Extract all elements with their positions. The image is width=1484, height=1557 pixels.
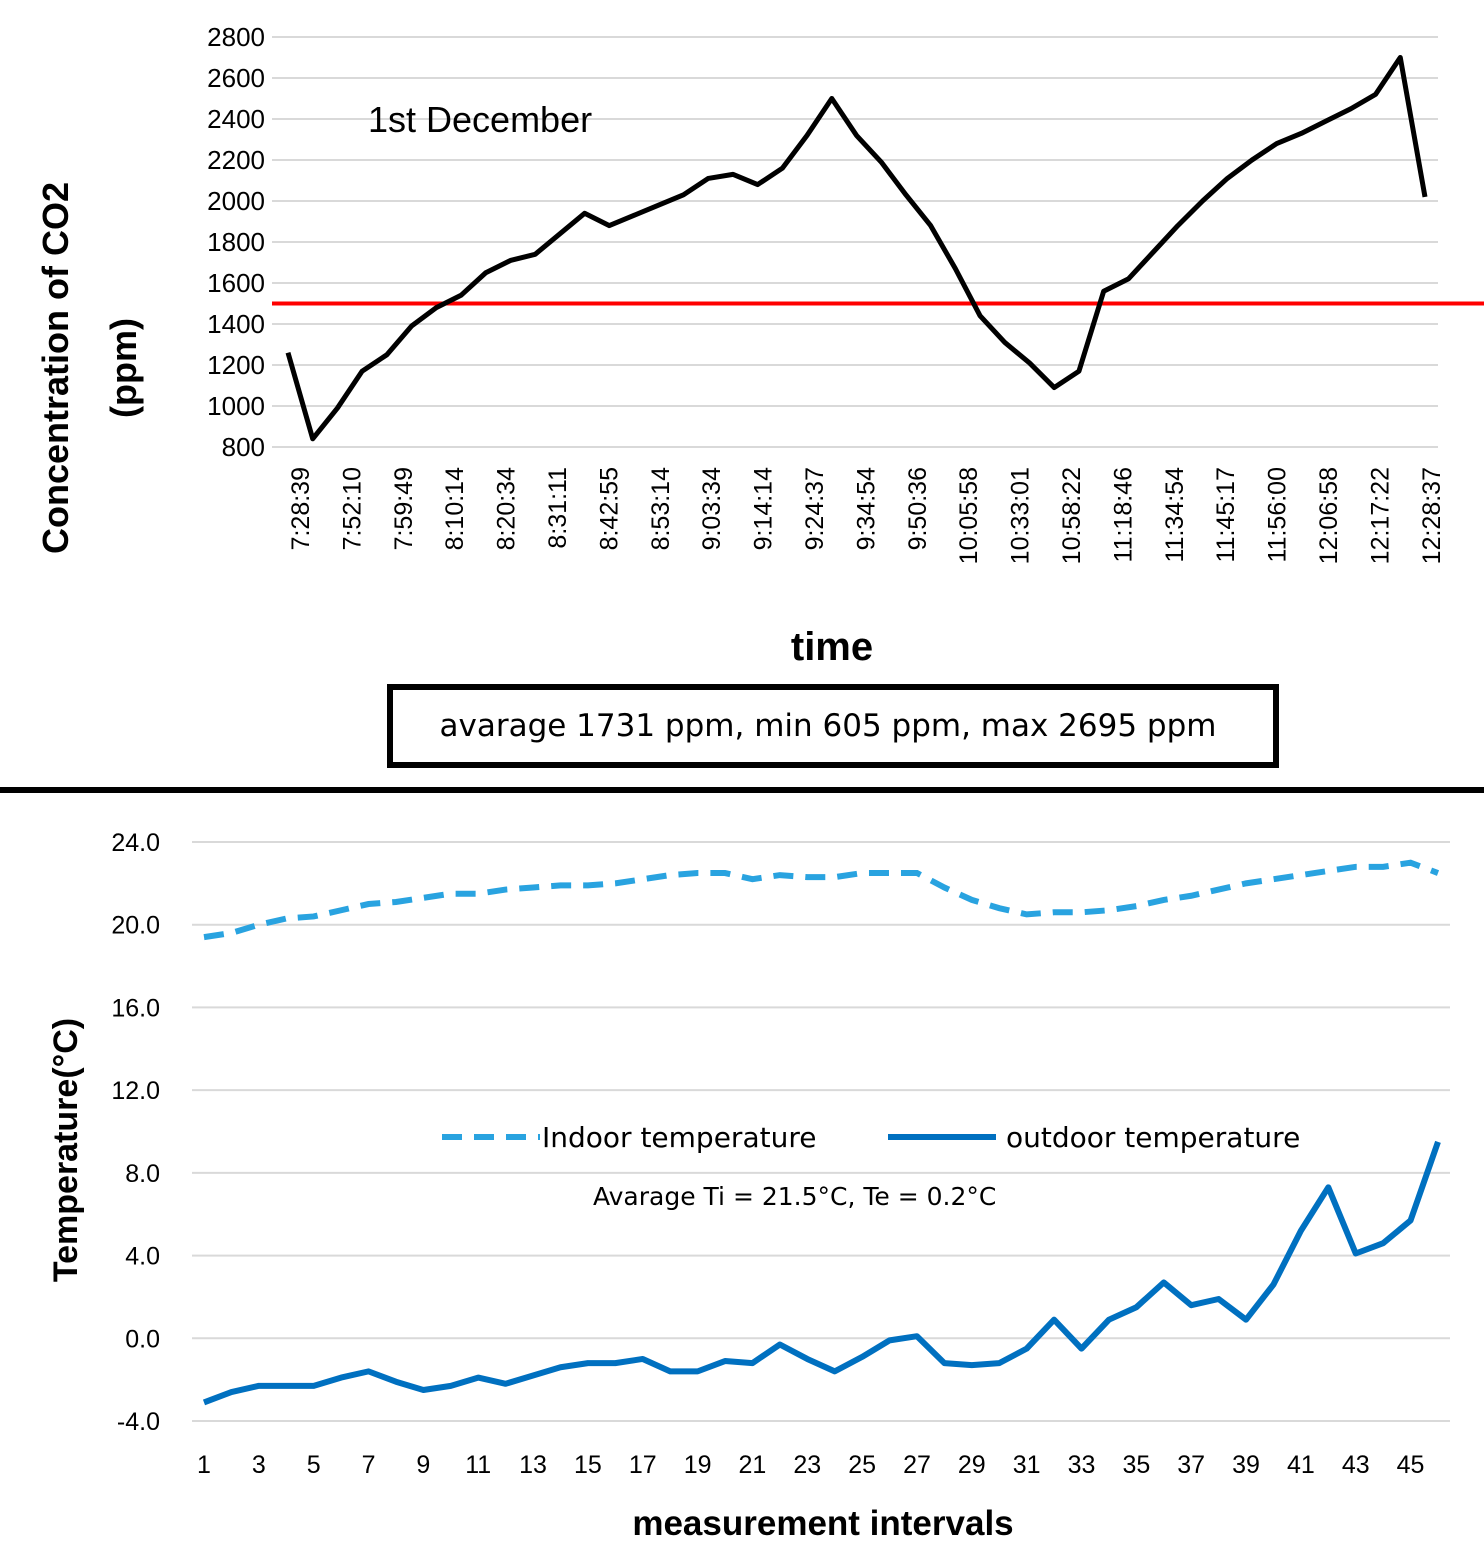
co2-x-tick: 8:42:55 [595, 467, 623, 550]
temp-y-tick: 16.0 [111, 994, 160, 1022]
temp-y-tick-labels: -4.0 0.0 4.0 8.0 12.0 16.0 20.0 24.0 [111, 829, 160, 1436]
co2-annotation: 1st December [368, 99, 592, 140]
temp-y-axis-title: Temperature(°C) [47, 1018, 85, 1282]
temp-x-tick: 3 [252, 1451, 266, 1479]
temp-y-tick: 20.0 [111, 912, 160, 940]
temp-x-tick: 9 [416, 1451, 430, 1479]
co2-y-tick: 2400 [207, 104, 265, 134]
temp-y-tick: 8.0 [125, 1160, 160, 1188]
temp-x-tick: 13 [519, 1451, 547, 1479]
co2-summary-text: avarage 1731 ppm, min 605 ppm, max 2695 … [440, 708, 1217, 744]
co2-gridlines [272, 36, 1438, 448]
temp-x-tick: 27 [903, 1451, 931, 1479]
co2-x-tick: 11:45:17 [1212, 467, 1240, 562]
temp-y-tick: -4.0 [117, 1408, 160, 1436]
temp-legend: Indoor temperature outdoor temperature [442, 1121, 1300, 1154]
temp-x-tick: 15 [574, 1451, 602, 1479]
temp-x-tick: 45 [1397, 1451, 1425, 1479]
co2-x-tick: 9:34:54 [852, 467, 880, 551]
co2-x-tick: 11:18:46 [1109, 467, 1137, 562]
temp-x-tick: 33 [1068, 1451, 1096, 1479]
co2-y-tick: 800 [222, 432, 265, 462]
co2-x-axis-title: time [791, 625, 873, 669]
co2-chart: 800 1000 1200 1400 1600 1800 2000 2200 2400 2600 2… [35, 22, 1484, 768]
temp-x-tick: 43 [1342, 1451, 1370, 1479]
temp-x-tick: 37 [1177, 1451, 1205, 1479]
co2-y-tick: 2000 [207, 186, 265, 216]
co2-y-tick: 1000 [207, 391, 265, 421]
co2-y-tick: 2200 [207, 145, 265, 175]
temp-x-tick: 23 [793, 1451, 821, 1479]
outdoor-temperature-line [202, 1140, 1441, 1406]
temp-x-tick: 25 [848, 1451, 876, 1479]
co2-x-tick: 8:10:14 [441, 467, 469, 551]
temperature-chart: -4.00.04.08.012.016.020.024.0 1 3 5 7 9 11 13 1… [47, 829, 1450, 1543]
temp-y-tick: 24.0 [111, 829, 160, 857]
temp-x-tick: 39 [1232, 1451, 1260, 1479]
co2-x-tick: 12:28:37 [1418, 467, 1446, 564]
temp-x-tick: 11 [465, 1451, 491, 1479]
co2-x-tick: 7:59:49 [390, 467, 418, 550]
temp-annotation: Avarage Ti = 21.5°C, Te = 0.2°C [593, 1182, 996, 1211]
temp-x-tick-labels: 1 3 5 7 9 11 13 15 17 19 21 23 25 27 29 31 33 35 37 39 41 43 4… [197, 1451, 1424, 1479]
legend-indoor-label: Indoor temperature [542, 1121, 816, 1154]
temp-x-tick: 29 [958, 1451, 986, 1479]
temp-x-tick: 7 [362, 1451, 376, 1479]
co2-y-axis-title-line2: (ppm) [103, 318, 144, 418]
temp-x-tick: 1 [197, 1451, 211, 1479]
co2-x-tick: 8:31:11 [544, 467, 572, 549]
temp-x-axis-title: measurement intervals [632, 1504, 1013, 1543]
co2-x-tick: 12:17:22 [1366, 467, 1394, 564]
co2-y-tick: 2800 [207, 22, 265, 52]
temp-y-tick: 0.0 [125, 1325, 160, 1353]
co2-y-axis-title-line1: Concentration of CO2 [35, 182, 76, 554]
co2-x-tick: 7:28:39 [287, 467, 315, 550]
co2-x-tick: 8:20:34 [493, 467, 521, 551]
co2-y-tick-labels: 800 1000 1200 1400 1600 1800 2000 2200 2400 2600 2… [207, 22, 265, 462]
temp-x-tick: 41 [1287, 1451, 1315, 1479]
co2-x-tick: 9:14:14 [750, 467, 778, 551]
indoor-temperature-line [203, 859, 1440, 941]
co2-y-tick: 1800 [207, 227, 265, 257]
temp-y-tick: 4.0 [125, 1243, 160, 1271]
co2-summary-box [387, 684, 1279, 768]
co2-x-tick-labels: 7:28:39 7:52:10 7:59:49 8:10:14 8:20:34 8:31:… [287, 467, 1446, 564]
temp-x-tick: 21 [739, 1451, 767, 1479]
co2-y-tick: 1400 [207, 309, 265, 339]
temp-x-tick: 35 [1122, 1451, 1150, 1479]
co2-x-tick: 11:34:54 [1161, 467, 1189, 563]
co2-series-line [285, 55, 1428, 442]
co2-x-tick: 9:24:37 [801, 467, 829, 550]
co2-y-tick: 1200 [207, 350, 265, 380]
co2-x-tick: 11:56:00 [1264, 467, 1292, 562]
co2-x-tick: 12:06:58 [1315, 467, 1343, 564]
temp-gridlines [192, 841, 1450, 1422]
co2-y-tick: 2600 [207, 63, 265, 93]
temp-x-tick: 5 [307, 1451, 321, 1479]
co2-x-tick: 10:58:22 [1058, 467, 1086, 564]
co2-x-tick: 8:53:14 [647, 467, 675, 551]
temp-y-tick: 12.0 [111, 1077, 160, 1105]
co2-x-tick: 9:50:36 [904, 467, 932, 550]
co2-x-tick: 7:52:10 [338, 467, 366, 550]
legend-outdoor-label: outdoor temperature [1006, 1121, 1300, 1154]
temp-x-tick: 31 [1013, 1451, 1041, 1479]
co2-x-tick: 10:05:58 [955, 467, 983, 564]
temp-x-tick: 17 [629, 1451, 657, 1479]
temp-x-tick: 19 [684, 1451, 712, 1479]
co2-y-tick: 1600 [207, 268, 265, 298]
co2-x-tick: 9:03:34 [698, 467, 726, 551]
co2-x-tick: 10:33:01 [1007, 467, 1035, 564]
